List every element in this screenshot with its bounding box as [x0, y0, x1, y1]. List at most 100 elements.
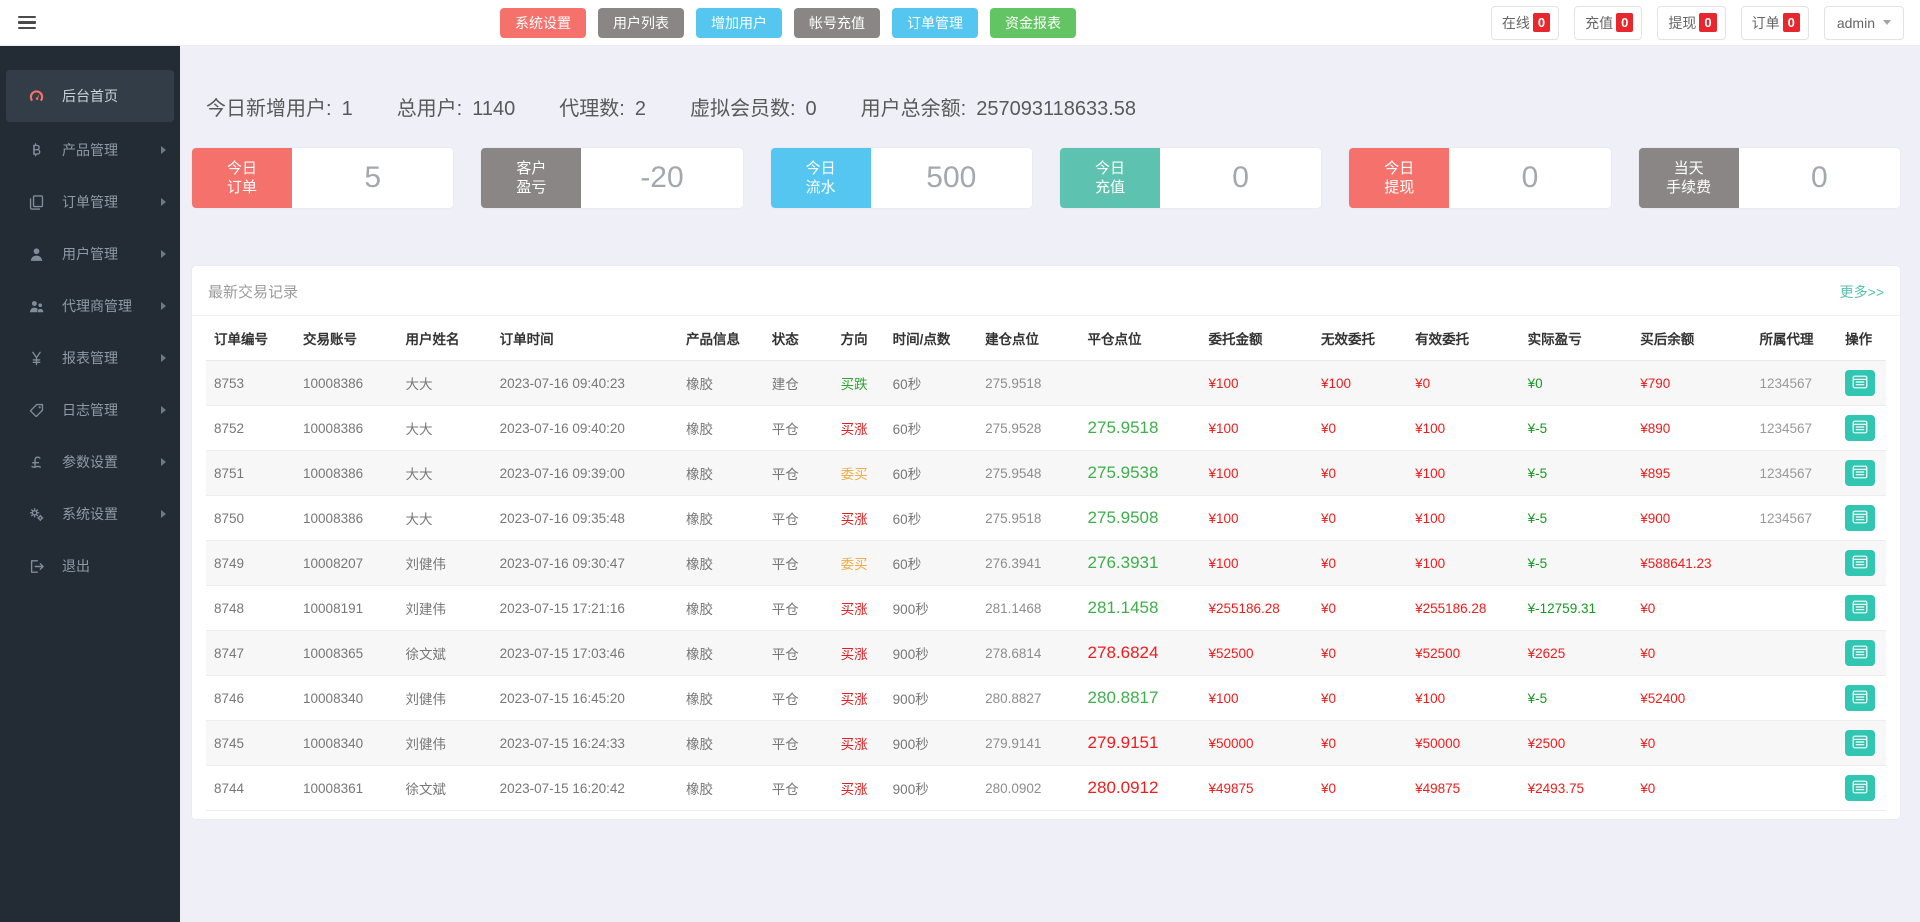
- column-header-2: 用户姓名: [397, 316, 492, 361]
- more-link[interactable]: 更多>>: [1839, 283, 1884, 300]
- column-header-4: 产品信息: [678, 316, 764, 361]
- cell-trade-account: 10008386: [295, 450, 398, 496]
- sidebar-item-logs[interactable]: 日志管理: [0, 384, 180, 436]
- cell-close-point: 281.1458: [1079, 585, 1201, 631]
- cell-close-point: 275.9518: [1079, 405, 1201, 451]
- sidebar-item-logout[interactable]: 退出: [0, 540, 180, 592]
- chevron-right-icon: [161, 458, 166, 466]
- card-label: 今日 提现: [1349, 148, 1450, 208]
- cell-entrust-amount: ¥50000: [1200, 720, 1314, 766]
- cell-direction: 委买: [832, 450, 885, 496]
- sidebar-item-params[interactable]: 参数设置: [0, 436, 180, 488]
- status-box-orders[interactable]: 订单 0: [1740, 5, 1809, 40]
- cell-actual-pnl: ¥2625: [1519, 630, 1633, 676]
- cell-period: 60秒: [884, 540, 978, 586]
- order-detail-button[interactable]: [1845, 685, 1876, 711]
- cell-balance-after: ¥790: [1632, 360, 1752, 406]
- cell-valid-entrust: ¥52500: [1407, 630, 1520, 676]
- table-row: 8750 10008386 大大 2023-07-16 09:35:48 橡胶 平仓 买涨 6…: [206, 495, 1886, 541]
- order-detail-button[interactable]: [1845, 550, 1876, 576]
- order-detail-button[interactable]: [1845, 370, 1876, 396]
- topbar-button-add-user[interactable]: 增加用户: [696, 7, 782, 38]
- stat-card-today-withdraw: 今日 提现 0: [1349, 148, 1611, 208]
- cell-entrust-amount: ¥255186.28: [1200, 585, 1314, 631]
- status-box-withdraw[interactable]: 提现 0: [1657, 5, 1726, 40]
- cell-entrust-amount: ¥100: [1200, 360, 1314, 406]
- cell-invalid-entrust: ¥0: [1313, 405, 1408, 451]
- order-detail-button[interactable]: [1845, 460, 1876, 486]
- cell-invalid-entrust: ¥100: [1313, 360, 1408, 406]
- cell-actual-pnl: ¥2500: [1519, 720, 1633, 766]
- sidebar-item-products[interactable]: 产品管理: [0, 124, 180, 176]
- cell-valid-entrust: ¥49875: [1407, 765, 1520, 811]
- sidebar-item-system[interactable]: 系统设置: [0, 488, 180, 540]
- sidebar-item-users[interactable]: 用户管理: [0, 228, 180, 280]
- cell-actual-pnl: ¥-5: [1519, 450, 1633, 496]
- cell-trade-account: 10008361: [295, 765, 398, 811]
- topbar-button-fund-report[interactable]: 资金报表: [990, 7, 1076, 38]
- status-box-online[interactable]: 在线 0: [1490, 5, 1560, 40]
- order-detail-button[interactable]: [1845, 415, 1876, 441]
- column-header-1: 交易账号: [295, 316, 398, 361]
- topbar-button-order-manage[interactable]: 订单管理: [892, 7, 978, 38]
- order-detail-button[interactable]: [1845, 775, 1876, 801]
- summary-stat-3: 虚拟会员数: 0: [690, 92, 817, 121]
- sidebar-item-label: 退出: [62, 558, 90, 574]
- form-icon: [1852, 600, 1868, 617]
- cell-product: 橡胶: [678, 675, 764, 721]
- column-header-14: 买后余额: [1632, 316, 1752, 361]
- status-label: 订单: [1751, 14, 1780, 31]
- cell-order-time: 2023-07-15 17:21:16: [491, 585, 679, 631]
- sidebar-item-label: 参数设置: [62, 454, 118, 470]
- sidebar-item-label: 报表管理: [62, 350, 118, 366]
- card-value: 500: [926, 161, 977, 194]
- pound-icon: [28, 454, 50, 471]
- form-icon: [1852, 510, 1868, 527]
- cell-user-name: 刘健伟: [397, 540, 492, 586]
- stat-value: 0: [805, 98, 817, 120]
- order-detail-button[interactable]: [1845, 505, 1876, 531]
- topbar-button-system-settings[interactable]: 系统设置: [500, 7, 586, 38]
- order-detail-button[interactable]: [1845, 640, 1876, 666]
- summary-stat-1: 总用户: 1140: [397, 92, 516, 121]
- sidebar-item-agents[interactable]: 代理商管理: [0, 280, 180, 332]
- cell-open-point: 276.3941: [977, 540, 1080, 586]
- topbar-quick-actions: 系统设置 用户列表 增加用户 帐号充值 订单管理 资金报表: [500, 7, 1076, 38]
- cell-direction: 买跌: [832, 360, 885, 406]
- order-detail-button[interactable]: [1845, 730, 1876, 756]
- column-header-3: 订单时间: [491, 316, 679, 361]
- panel-title: 最新交易记录: [208, 284, 299, 301]
- cell-trade-account: 10008386: [295, 360, 398, 406]
- table-body: 8753 10008386 大大 2023-07-16 09:40:23 橡胶 建仓 买跌 6…: [206, 360, 1886, 811]
- chevron-right-icon: [161, 510, 166, 518]
- sidebar-item-home[interactable]: 后台首页: [6, 70, 174, 122]
- admin-menu[interactable]: admin: [1823, 5, 1904, 40]
- cell-product: 橡胶: [678, 585, 764, 631]
- order-detail-button[interactable]: [1845, 595, 1876, 621]
- cell-actions: [1837, 630, 1886, 676]
- sidebar-item-label: 后台首页: [62, 88, 118, 104]
- topbar-button-user-list[interactable]: 用户列表: [598, 7, 684, 38]
- form-icon: [1852, 780, 1868, 797]
- status-badge: 0: [1616, 13, 1634, 32]
- form-icon: [1852, 375, 1868, 392]
- cell-actual-pnl: ¥-5: [1519, 675, 1633, 721]
- topbar-right: 在线 0 充值 0 提现 0 订单 0 admin: [1490, 5, 1904, 40]
- cell-invalid-entrust: ¥0: [1313, 765, 1408, 811]
- card-value: 0: [1521, 161, 1539, 194]
- sidebar-item-orders[interactable]: 订单管理: [0, 176, 180, 228]
- topbar: 系统设置 用户列表 增加用户 帐号充值 订单管理 资金报表 在线 0 充值 0 提现 0 订单 0 ad…: [0, 0, 1920, 46]
- menu-toggle-icon[interactable]: [18, 13, 38, 33]
- status-box-recharge[interactable]: 充值 0: [1574, 5, 1643, 40]
- cell-open-point: 275.9518: [977, 495, 1080, 541]
- cell-user-name: 刘建伟: [397, 585, 492, 631]
- cell-entrust-amount: ¥52500: [1200, 630, 1314, 676]
- topbar-button-account-recharge[interactable]: 帐号充值: [794, 7, 880, 38]
- sidebar-item-reports[interactable]: 报表管理: [0, 332, 180, 384]
- stat-value: 257093118633.58: [976, 98, 1136, 120]
- cell-actions: [1837, 450, 1886, 496]
- cell-open-point: 275.9548: [977, 450, 1080, 496]
- latest-trades-panel: 最新交易记录 更多>> 订单编号 交易账号 用户姓名 订单时间 产品信息 状态 方向 时间/点…: [192, 266, 1900, 819]
- cell-actual-pnl: ¥2493.75: [1519, 765, 1633, 811]
- column-header-12: 有效委托: [1407, 316, 1520, 361]
